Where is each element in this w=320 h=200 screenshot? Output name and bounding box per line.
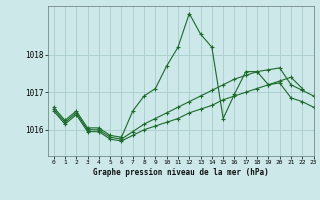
X-axis label: Graphe pression niveau de la mer (hPa): Graphe pression niveau de la mer (hPa): [93, 168, 269, 177]
